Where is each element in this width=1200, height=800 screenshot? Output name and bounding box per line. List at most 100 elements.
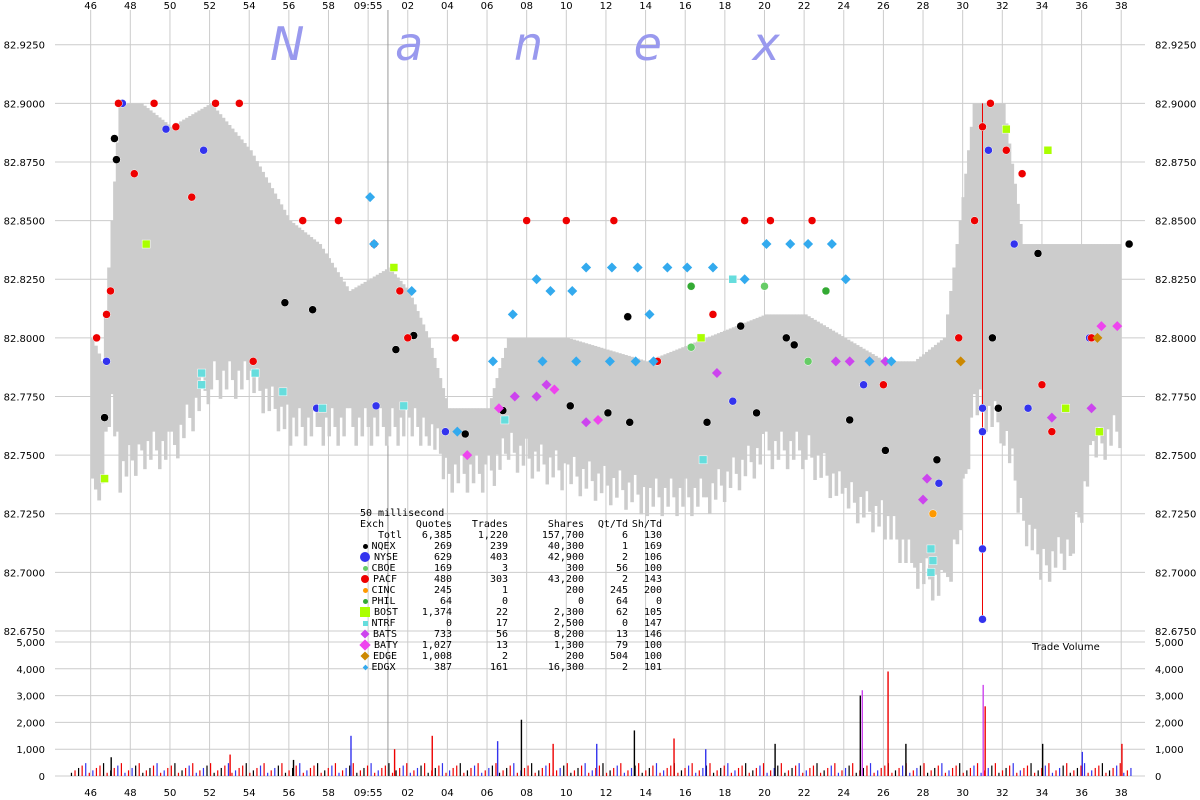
nbbo-band-column: [548, 337, 552, 458]
nbbo-band-column: [1088, 244, 1092, 446]
volume-tick: [473, 765, 476, 776]
vol-tick-left: 3,000: [16, 692, 45, 703]
volume-bar: [520, 719, 523, 776]
x-tick-bottom: 38: [1115, 788, 1128, 799]
nbbo-band-column: [324, 253, 328, 418]
x-tick-bottom: 28: [917, 788, 930, 799]
trade-volume-label: Trade Volume: [1032, 642, 1100, 653]
data-point-nqex: [566, 401, 575, 411]
data-point-nqex: [280, 298, 290, 307]
volume-tick: [1044, 765, 1046, 776]
volume-tick: [345, 767, 347, 776]
nbbo-band-column: [645, 361, 650, 517]
volume-tick: [1058, 767, 1061, 776]
volume-tick: [124, 772, 126, 776]
legend-quotes: 245: [433, 585, 452, 596]
nbbo-band-column: [710, 335, 715, 484]
data-point-edgx: [648, 356, 659, 367]
volume-tick: [299, 763, 301, 776]
volume-tick: [309, 767, 312, 776]
volume-tick: [687, 765, 690, 776]
volume-tick: [142, 772, 144, 776]
nbbo-band-column: [146, 108, 150, 442]
data-point-pacf: [92, 333, 101, 343]
volume-tick: [506, 767, 508, 776]
volume-tick: [484, 770, 486, 776]
volume-tick: [277, 765, 279, 776]
nbbo-band-column: [542, 337, 546, 465]
x-tick-top: 32: [996, 1, 1009, 12]
volume-tick: [270, 770, 272, 776]
volume-tick: [909, 772, 911, 776]
nbbo-band-column: [282, 209, 287, 430]
volume-tick: [498, 772, 501, 776]
nbbo-band-column: [384, 269, 389, 446]
legend-exch: NTRF: [360, 618, 404, 629]
legend-row: EDGE 1,008 2 200 504 100: [360, 651, 662, 662]
nbbo-band-column: [663, 354, 667, 488]
y-tick-left: 82.6750: [4, 627, 45, 638]
volume-tick: [263, 763, 265, 776]
nbbo-band-column: [880, 359, 884, 501]
volume-tick: [966, 770, 968, 776]
volume-tick: [192, 763, 194, 776]
x-tick-top: 58: [322, 1, 335, 12]
volume-tick: [1019, 770, 1021, 776]
data-point-nqex: [110, 134, 119, 143]
legend-trades: 17: [495, 618, 508, 629]
legend-sh-td: 146: [643, 629, 662, 640]
volume-tick: [1101, 763, 1103, 776]
data-point-cboe: [686, 342, 696, 352]
volume-tick: [106, 772, 108, 776]
data-point-nqex: [100, 413, 109, 422]
data-point-pacf: [986, 99, 995, 108]
y-tick-left: 82.7250: [4, 510, 45, 521]
x-tick-top: 38: [1115, 1, 1128, 12]
volume-tick: [409, 772, 411, 776]
data-point-baty: [462, 450, 473, 461]
legend-marker: [362, 543, 368, 549]
data-point-ntrf: [197, 368, 206, 378]
volume-tick: [1119, 763, 1121, 776]
volume-tick: [1016, 772, 1018, 776]
nbbo-band-column: [819, 323, 823, 478]
legend-shares: 200: [565, 585, 584, 596]
volume-tick: [659, 772, 661, 776]
nbbo-band-column: [206, 105, 211, 405]
nbbo-band-column: [501, 357, 505, 439]
axes: 464648485050525254545656585809:5509:5502…: [4, 1, 1197, 799]
nbbo-band-column: [255, 161, 259, 369]
volume-tick: [95, 767, 98, 776]
legend-quotes: 6,385: [421, 530, 452, 541]
volume-tick: [869, 763, 872, 776]
legend-header-sh-td: Sh/Td: [631, 519, 662, 530]
vol-tick-left: 5,000: [16, 638, 45, 649]
legend-qt-td: 1: [621, 541, 628, 552]
legend-sh-td: 143: [643, 574, 662, 585]
nbbo-band-column: [121, 103, 126, 462]
volume-bar: [596, 743, 598, 776]
volume-tick: [819, 772, 822, 776]
nbbo-band-column: [372, 276, 377, 418]
nbbo-band-column: [822, 325, 826, 454]
data-point-pacf: [879, 380, 888, 390]
data-point-pacf: [149, 99, 159, 108]
nbbo-band-column: [273, 193, 278, 409]
y-tick-right: 82.7000: [1155, 568, 1196, 579]
volume-tick: [944, 772, 947, 776]
x-tick-bottom: 32: [996, 788, 1009, 799]
nbbo-band-column: [233, 132, 238, 399]
nbbo-band-column: [942, 337, 947, 573]
legend-table: Exch Quotes Trades Shares Qt/Td Sh/Td To…: [359, 519, 662, 673]
data-point-pacf: [248, 357, 258, 366]
data-point-nyse: [102, 357, 111, 366]
legend-sh-td: 147: [643, 618, 662, 629]
nbbo-band-column: [113, 181, 117, 437]
x-tick-bottom: 04: [441, 788, 454, 799]
data-point-nqex: [789, 340, 799, 350]
data-point-nyse: [978, 544, 987, 554]
x-tick-bottom: 14: [639, 788, 652, 799]
nbbo-band-column: [474, 408, 479, 456]
legend-exch-label: CINC: [371, 585, 396, 596]
nbbo-band-column: [312, 239, 317, 409]
